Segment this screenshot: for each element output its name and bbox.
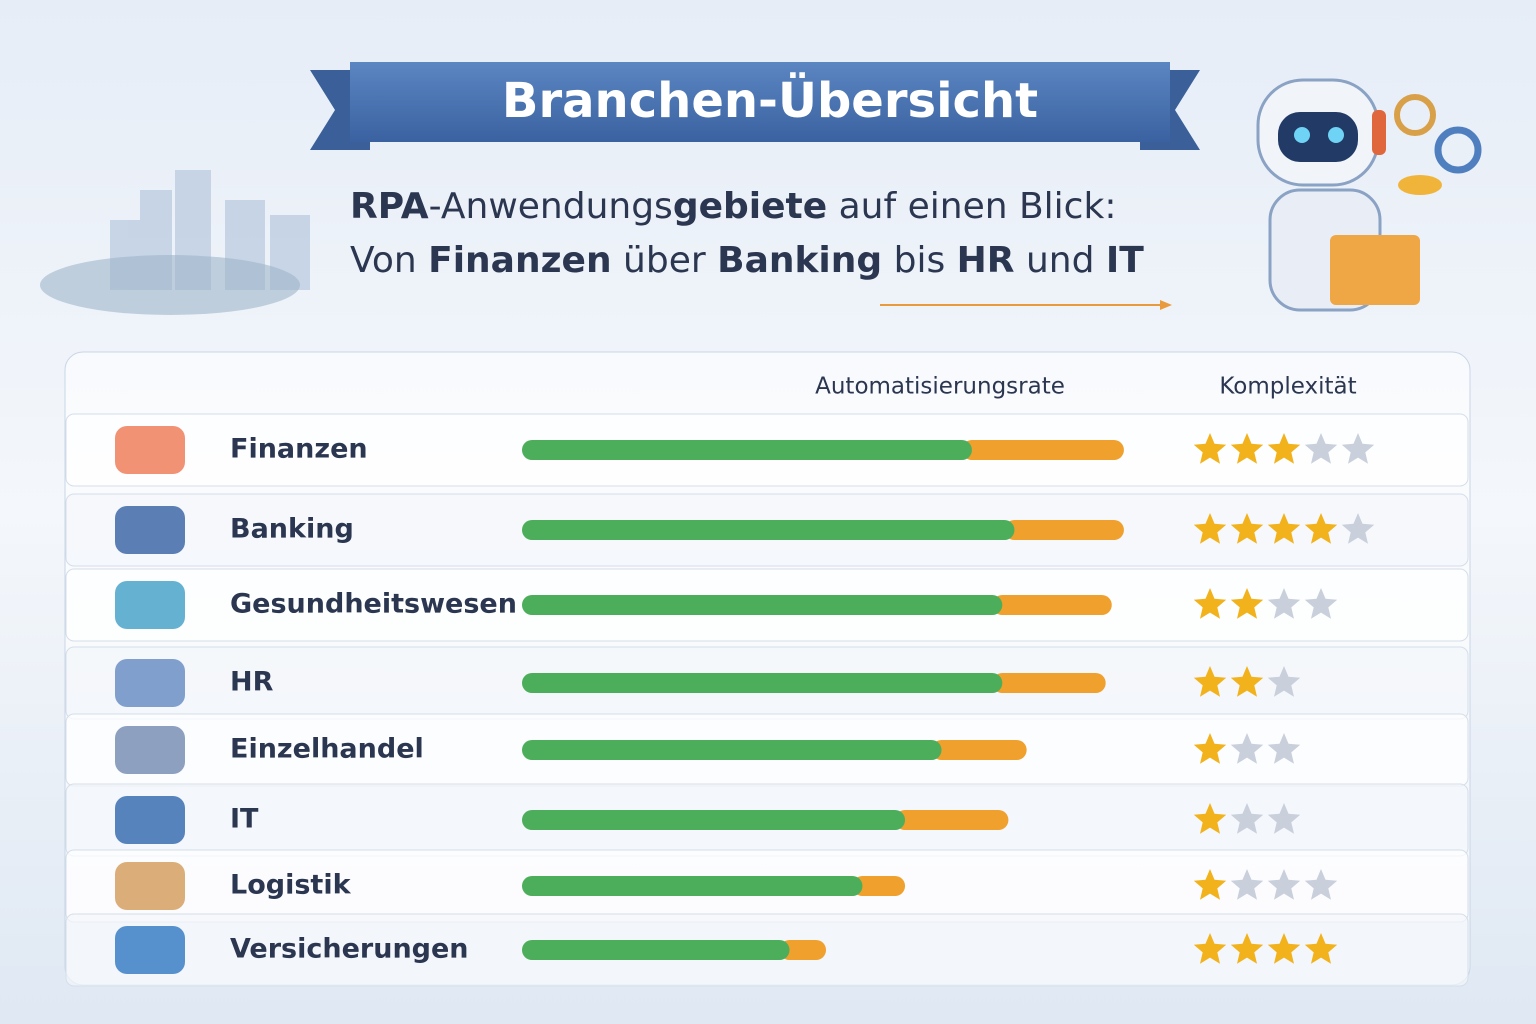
star-empty (1304, 433, 1338, 464)
bar-base (522, 595, 1003, 615)
bar-base (522, 940, 790, 960)
subtitle-segment: Von (350, 240, 428, 281)
subtitle-segment: bis (882, 240, 957, 281)
star-empty (1267, 666, 1301, 697)
star-empty (1341, 513, 1375, 544)
arrow-head (1160, 300, 1172, 310)
star-filled (1193, 869, 1227, 900)
star-empty (1267, 733, 1301, 764)
row-icon (115, 659, 185, 707)
bar-base (522, 810, 906, 830)
subtitle-segment: Finanzen (428, 240, 611, 281)
star-filled (1267, 433, 1301, 464)
row-label: Gesundheitswesen (230, 589, 517, 620)
bar-base (522, 673, 1003, 693)
trees (40, 255, 300, 315)
robot (1256, 78, 1482, 312)
bar-extra (961, 440, 1124, 460)
row-label: Banking (230, 514, 354, 545)
bar-base (522, 440, 972, 460)
star-filled (1193, 513, 1227, 544)
row-label: Einzelhandel (230, 734, 424, 765)
star-filled (1230, 588, 1264, 619)
star-empty (1267, 803, 1301, 834)
star-filled (1193, 803, 1227, 834)
row-icon (115, 426, 185, 474)
row-label: Logistik (230, 870, 352, 901)
row-icon (115, 506, 185, 554)
star-filled (1230, 433, 1264, 464)
star-empty (1341, 433, 1375, 464)
row-icon (115, 926, 185, 974)
row-icon (115, 862, 185, 910)
subtitle-segment: HR (957, 240, 1015, 281)
subtitle-line: Von Finanzen über Banking bis HR und IT (350, 240, 1144, 281)
star-empty (1230, 803, 1264, 834)
rows: Finanzen Banking Gesundheitswesen HR Einzelh… (65, 413, 1469, 987)
subtitle-segment: -Anwendungs (429, 186, 673, 227)
bar-extra (992, 673, 1106, 693)
star-empty (1230, 869, 1264, 900)
star-empty (1304, 588, 1338, 619)
star-filled (1193, 433, 1227, 464)
star-filled (1304, 513, 1338, 544)
row-label: HR (230, 667, 274, 698)
subtitle-line: RPA-Anwendungsgebiete auf einen Blick: (350, 186, 1116, 227)
star-filled (1193, 933, 1227, 964)
subtitle-segment: über (612, 240, 718, 281)
bar-extra (895, 810, 1009, 830)
star-filled (1267, 513, 1301, 544)
bar-base (522, 520, 1015, 540)
star-filled (1267, 933, 1301, 964)
star-empty (1304, 869, 1338, 900)
star-filled (1230, 666, 1264, 697)
star-empty (1267, 588, 1301, 619)
bar-extra (931, 740, 1027, 760)
row-label: Finanzen (230, 434, 368, 465)
subtitle-segment: gebiete (673, 186, 827, 227)
subtitle-segment: Banking (717, 240, 882, 281)
row-icon (115, 726, 185, 774)
bar-extra (992, 595, 1112, 615)
star-filled (1304, 933, 1338, 964)
star-filled (1193, 588, 1227, 619)
row-label: Versicherungen (230, 934, 469, 965)
subtitle-segment: RPA (350, 186, 429, 227)
title: Branchen-Übersicht (502, 72, 1038, 129)
bar-extra (779, 940, 826, 960)
row-icon (115, 581, 185, 629)
bar-extra (852, 876, 906, 896)
subtitle-segment: IT (1106, 240, 1144, 281)
star-empty (1267, 869, 1301, 900)
star-filled (1193, 733, 1227, 764)
star-filled (1230, 513, 1264, 544)
row-icon (115, 796, 185, 844)
row-label: IT (230, 804, 259, 835)
subtitle-segment: und (1015, 240, 1106, 281)
title-ribbon (310, 62, 1200, 150)
star-empty (1230, 733, 1264, 764)
star-filled (1193, 666, 1227, 697)
subtitle-segment: auf einen Blick: (827, 186, 1116, 227)
bar-base (522, 876, 863, 896)
bar-extra (1004, 520, 1124, 540)
bar-base (522, 740, 942, 760)
column-header: Automatisierungsrate (815, 374, 1065, 400)
star-filled (1230, 933, 1264, 964)
column-header: Komplexität (1219, 374, 1356, 400)
